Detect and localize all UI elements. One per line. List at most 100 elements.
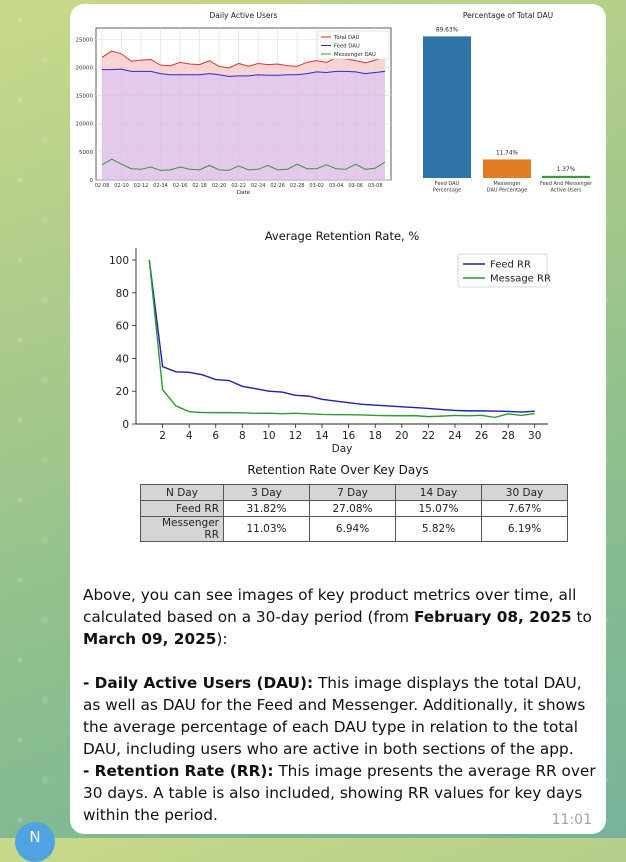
row-label: Messenger RR: [140, 516, 224, 542]
y-tick-label: 60: [116, 321, 129, 333]
y-tick-label: 40: [116, 353, 129, 365]
x-tick-label: 24: [448, 430, 462, 442]
spacer: [83, 650, 598, 672]
rr-heading: - Retention Rate (RR):: [83, 762, 274, 780]
bar-value-label: 89.63%: [436, 27, 459, 33]
x-tick-label: 02-26: [270, 183, 285, 189]
table-row: Messenger RR 11.03% 6.94% 5.82% 6.19%: [140, 516, 568, 542]
retention-table: N Day 3 Day 7 Day 14 Day 30 Day Feed RR …: [140, 484, 568, 542]
table-header: 3 Day: [223, 484, 310, 501]
intro-paragraph: Above, you can see images of key product…: [83, 584, 598, 650]
x-tick-label: 30: [528, 430, 541, 442]
bar-category-label: Messenger: [493, 181, 521, 187]
table-cell: 7.67%: [481, 500, 568, 517]
table-header: 30 Day: [481, 484, 568, 501]
x-tick-label: 20: [395, 430, 408, 442]
x-tick-label: 02-10: [114, 183, 129, 189]
avatar[interactable]: N: [15, 822, 55, 862]
bar-category-label: Active Users: [550, 188, 581, 194]
series-line-feed-rr: [148, 259, 535, 413]
y-tick-label: 20000: [76, 65, 94, 71]
table-row: Feed RR 31.82% 27.08% 15.07% 7.67%: [140, 500, 568, 517]
table-cell: 31.82%: [223, 500, 310, 517]
bar-category-label: Feed DAU: [435, 181, 460, 187]
y-tick-label: 10000: [76, 122, 94, 128]
intro-after: ):: [216, 630, 228, 648]
legend-label: Messenger DAU: [334, 52, 376, 58]
bar: [423, 36, 471, 178]
start-date: February 08, 2025: [413, 608, 572, 626]
chart-title: Daily Active Users: [210, 11, 278, 20]
table-header: N Day: [140, 484, 224, 501]
y-tick-label: 100: [109, 255, 129, 267]
table-cell: 6.19%: [481, 516, 568, 542]
series-line-feed-dau: [102, 68, 386, 77]
x-tick-label: 2: [159, 430, 166, 442]
retention-table-title: Retention Rate Over Key Days: [247, 463, 429, 477]
legend-box: [457, 253, 548, 288]
dau-percentage-chart[interactable]: Percentage of Total DAU 89.63% Feed DAUPer…: [410, 4, 606, 204]
dau-paragraph: - Daily Active Users (DAU): This image d…: [83, 672, 598, 760]
y-tick-label: 0: [122, 419, 129, 431]
rr-paragraph: - Retention Rate (RR): This image presen…: [83, 760, 598, 826]
legend-label: Total DAU: [333, 35, 360, 41]
x-tick-label: 02-18: [192, 183, 207, 189]
x-tick-label: 16: [342, 430, 356, 442]
x-tick-label: 03-08: [368, 183, 383, 189]
dau-chart[interactable]: 0 5000 10000 15000 20000 25000 02-08 02-10 02-12…: [70, 4, 606, 204]
end-date: March 09, 2025: [83, 630, 217, 648]
x-tick-label: 18: [369, 430, 382, 442]
x-tick-label: 28: [501, 430, 514, 442]
bar: [542, 175, 590, 178]
total-dau-area: [102, 51, 385, 77]
message-text[interactable]: Above, you can see images of key product…: [83, 584, 598, 826]
table-cell: 11.03%: [223, 516, 310, 542]
y-tick-label: 15000: [76, 94, 94, 100]
y-tick-label: 0: [90, 178, 94, 184]
bar: [483, 159, 531, 178]
intro-to: to: [571, 608, 592, 626]
table-header: 14 Day: [395, 484, 482, 501]
bar-category-label: Percentage: [433, 188, 461, 194]
x-tick-label: 12: [289, 430, 302, 442]
x-tick-label: 02-28: [290, 183, 305, 189]
chart-title: Percentage of Total DAU: [463, 11, 553, 20]
message-bubble[interactable]: 0 5000 10000 15000 20000 25000 02-08 02-10 02-12…: [70, 4, 606, 834]
y-tick-label: 5000: [79, 150, 93, 156]
x-tick-label: 02-08: [95, 183, 110, 189]
x-tick-label: 10: [262, 430, 275, 442]
dau-heading: - Daily Active Users (DAU):: [83, 674, 314, 692]
series-line-messenger-dau: [101, 158, 386, 171]
x-tick-label: 26: [475, 430, 489, 442]
legend-label: Message RR: [490, 274, 551, 285]
x-tick-label: 02-20: [212, 183, 227, 189]
intro-text: Above, you can see images of key product…: [83, 586, 577, 626]
x-tick-label: 03-06: [348, 183, 363, 189]
x-axis-label: Date: [237, 190, 251, 196]
x-tick-label: 22: [422, 430, 435, 442]
x-tick-label: 02-14: [153, 183, 168, 189]
y-tick-label: 80: [116, 288, 129, 300]
x-tick-label: 14: [315, 430, 329, 442]
chart-title: Average Retention Rate, %: [265, 229, 420, 243]
legend-label: Feed RR: [490, 260, 531, 271]
bar-value-label: 11.74%: [496, 150, 519, 156]
table-cell: 27.08%: [309, 500, 396, 517]
legend-label: Feed DAU: [334, 44, 360, 50]
x-tick-label: 02-22: [231, 183, 246, 189]
y-tick-label: 25000: [76, 37, 94, 43]
x-tick-label: 03-04: [329, 183, 344, 189]
x-tick-label: 8: [239, 430, 246, 442]
x-tick-label: 4: [186, 430, 193, 442]
x-tick-label: 03-02: [309, 183, 324, 189]
feed-dau-area: [102, 69, 385, 180]
table-cell: 5.82%: [395, 516, 482, 542]
x-tick-label: 02-12: [134, 183, 149, 189]
series-line-message-rr: [148, 259, 535, 419]
bar-value-label: 1.37%: [557, 167, 576, 173]
x-axis-label: Day: [332, 443, 353, 455]
table-cell: 6.94%: [309, 516, 396, 542]
dau-text: This image displays the total DAU, as we…: [83, 674, 586, 758]
x-tick-label: 6: [212, 430, 219, 442]
